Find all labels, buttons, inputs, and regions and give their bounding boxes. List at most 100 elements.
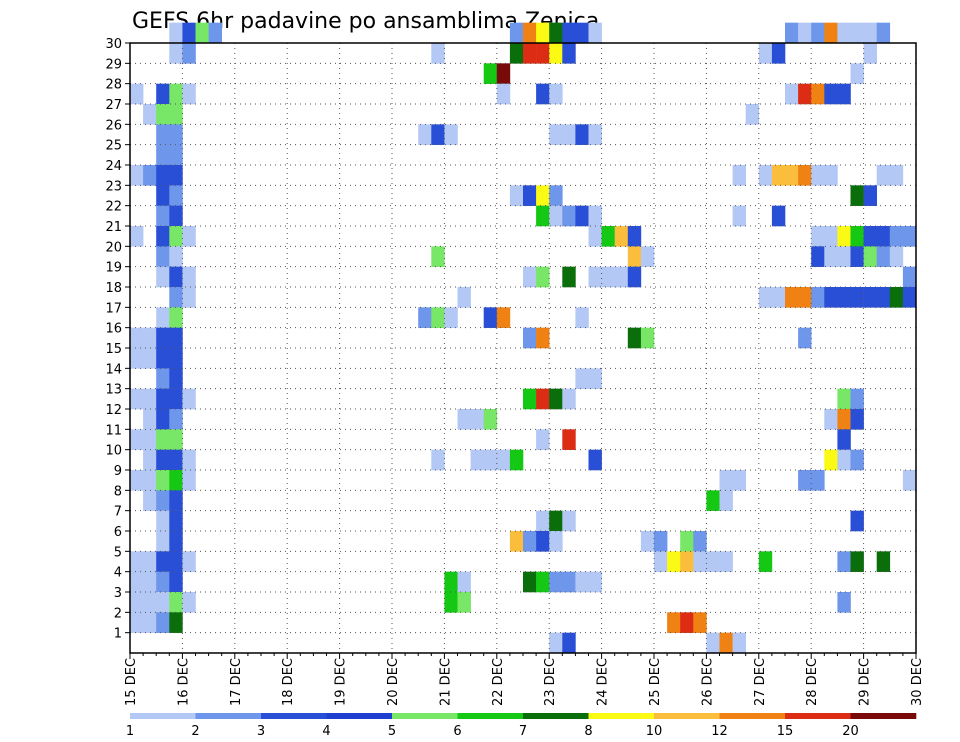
heatmap-cell [876, 226, 891, 247]
heatmap-cell [143, 449, 157, 471]
heatmap-cell [758, 165, 773, 186]
heatmap-cell [523, 43, 537, 64]
heatmap-cell [693, 551, 707, 572]
heatmap-cell [509, 185, 524, 206]
x-tick-label: 27 DEC [753, 658, 768, 706]
heatmap-cell [143, 592, 157, 613]
heatmap-cell [680, 612, 694, 633]
heatmap-cell [575, 571, 589, 593]
y-tick-label: 9 [114, 464, 122, 479]
heatmap-cell [798, 287, 812, 308]
heatmap-cell [130, 470, 144, 491]
heatmap-cell [156, 429, 170, 450]
colorbar-label: 5 [388, 724, 396, 739]
heatmap-cell [837, 226, 851, 247]
heatmap-cell [562, 388, 576, 410]
heatmap-cell [156, 490, 170, 511]
heatmap-cell [169, 83, 183, 105]
heatmap-cell [156, 551, 170, 572]
heatmap-cell [798, 327, 812, 349]
heatmap-cell [863, 43, 877, 64]
heatmap-cell [811, 83, 825, 105]
heatmap-cell [156, 348, 170, 369]
heatmap-cell [798, 22, 812, 44]
heatmap-cell [509, 43, 524, 64]
heatmap-cell [496, 307, 511, 328]
heatmap-cell [575, 205, 589, 227]
heatmap-cell [837, 409, 851, 430]
y-axis-ticks: 1234567891011121314151617181920212223242… [105, 37, 130, 642]
heatmap-cell [876, 22, 891, 44]
heatmap-cell [156, 510, 170, 532]
colorbar-segment [719, 713, 786, 719]
heatmap-cell [536, 510, 550, 532]
heatmap-cell [156, 571, 170, 593]
colorbar-segment [850, 713, 917, 719]
y-tick-label: 17 [105, 301, 122, 316]
heatmap-cell [549, 571, 563, 593]
heatmap-cell [418, 124, 432, 145]
y-tick-label: 8 [114, 484, 122, 499]
heatmap-cell [811, 470, 825, 491]
heatmap-cell [588, 22, 602, 44]
heatmap-cell [549, 22, 563, 44]
heatmap-cell [562, 510, 576, 532]
y-tick-label: 23 [105, 179, 122, 194]
heatmap-cell [889, 287, 904, 308]
heatmap-cell [431, 43, 445, 64]
y-tick-label: 16 [105, 322, 122, 337]
heatmap-cell [889, 246, 904, 267]
heatmap-cell [536, 327, 550, 349]
heatmap-cell [169, 226, 183, 247]
y-tick-label: 13 [105, 383, 122, 398]
heatmap-cell [169, 22, 183, 44]
heatmap-cell [549, 531, 563, 552]
y-tick-label: 10 [105, 444, 122, 459]
heatmap-cell [732, 470, 746, 491]
heatmap-cell [549, 83, 563, 105]
heatmap-cell [130, 327, 144, 349]
heatmap-cell [523, 531, 537, 552]
heatmap-cell [483, 449, 498, 471]
heatmap-cell [667, 612, 681, 633]
heatmap-cell [156, 327, 170, 349]
colorbar-segment [523, 713, 589, 719]
heatmap-cell [863, 226, 877, 247]
x-tick-label: 18 DEC [281, 658, 296, 706]
heatmap-cell [143, 490, 157, 511]
heatmap-cell [627, 266, 642, 288]
heatmap-cell [785, 22, 799, 44]
heatmap-cell [509, 449, 524, 471]
heatmap-cell [902, 287, 917, 308]
grid-lines [130, 43, 916, 653]
heatmap-cell [208, 22, 222, 44]
heatmap-cell [523, 388, 537, 410]
heatmap-cell [811, 246, 825, 267]
heatmap-cell [562, 266, 576, 288]
heatmap-cell [444, 571, 458, 593]
heatmap-cell [771, 205, 786, 227]
heatmap-cell [130, 571, 144, 593]
x-tick-label: 21 DEC [438, 658, 453, 706]
x-axis-ticks: 15 DEC 16 DEC 17 DEC 18 DEC 19 DEC 20 DEC 21 D… [124, 653, 925, 706]
y-tick-label: 25 [105, 139, 122, 154]
heatmap-cell [719, 632, 733, 654]
heatmap-cell [523, 327, 537, 349]
heatmap-cell [156, 165, 170, 186]
heatmap-cell [588, 226, 602, 247]
y-tick-label: 28 [105, 78, 122, 93]
heatmap-cell [536, 205, 550, 227]
heatmap-cell [706, 551, 720, 572]
heatmap-cell [156, 246, 170, 267]
heatmap-cell [719, 470, 733, 491]
heatmap-cell [483, 409, 498, 430]
heatmap-cell [811, 22, 825, 44]
heatmap-cell [470, 449, 484, 471]
heatmap-cell [431, 307, 445, 328]
colorbar-label: 8 [584, 724, 592, 739]
heatmap-cell [156, 144, 170, 166]
heatmap-cell [837, 429, 851, 450]
heatmap-cell [431, 246, 445, 267]
heatmap-cell [418, 307, 432, 328]
heatmap-cell [837, 246, 851, 267]
